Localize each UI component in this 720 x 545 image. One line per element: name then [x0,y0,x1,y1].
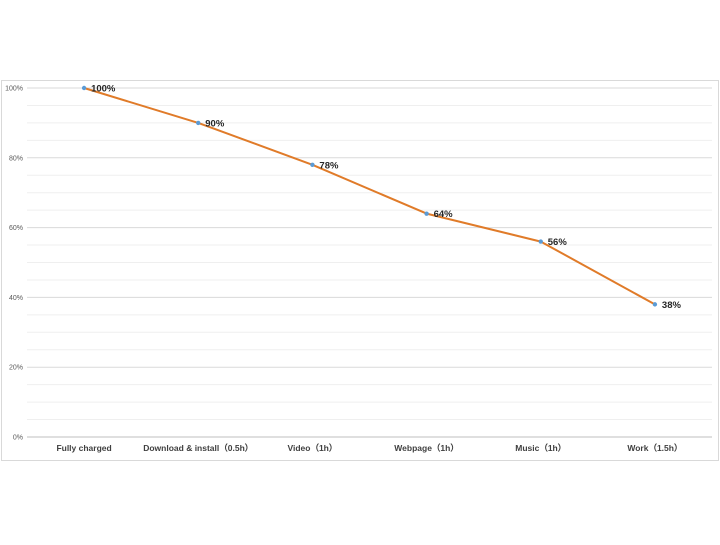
data-point [81,85,87,91]
x-tick-label: Work（1.5h） [627,443,682,453]
data-point [196,120,201,126]
series-line [83,87,656,306]
chart-border [1,80,719,461]
y-tick-label: 20% [9,365,23,372]
data-point [310,162,315,167]
y-tick-label: 40% [9,295,23,302]
data-label: 56% [548,237,568,248]
y-tick-label: 100% [5,86,23,93]
data-label: 90% [205,118,225,129]
y-tick-label: 0% [13,435,23,442]
y-tick-label: 80% [9,155,23,162]
data-label: 64% [434,209,454,220]
y-tick-label: 60% [9,225,23,232]
data-label: 38% [662,300,682,311]
x-tick-label: Download & install（0.5h） [143,443,253,453]
x-tick-label: Webpage（1h） [394,443,459,453]
x-tick-label: Music（1h） [515,443,566,453]
y-axis-ticks: 0% 20% 40% 60% 80% 100% [5,86,23,442]
gridlines [27,87,712,438]
data-labels: 100% 90% 78% 64% 56% 38% [91,84,681,311]
data-point [424,211,429,216]
data-label: 100% [91,84,116,95]
x-tick-label: Fully charged [56,443,111,453]
data-point [652,302,658,307]
x-tick-label: Video（1h） [287,443,337,453]
x-axis-ticks: Fully charged Download & install（0.5h） Vid… [56,443,682,453]
data-point [538,239,543,244]
series-layer [81,85,658,307]
data-label: 78% [319,160,339,171]
